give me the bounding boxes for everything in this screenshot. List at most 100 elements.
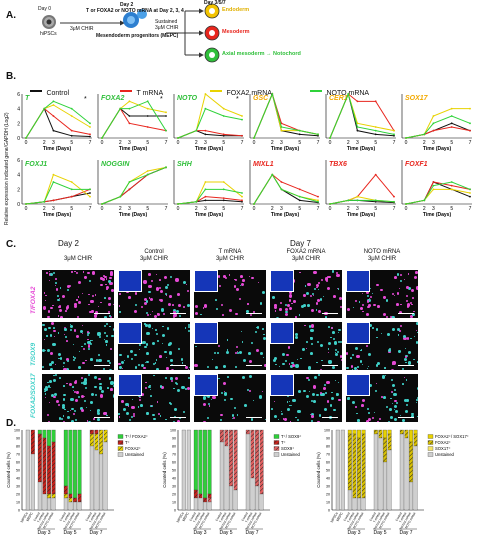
cell-dot: [149, 385, 151, 387]
cell-dot: [288, 306, 292, 310]
cell-dot: [99, 283, 103, 287]
day-label: Day 5: [63, 530, 76, 536]
legend-swatch: [273, 452, 280, 457]
cell-dot: [139, 397, 141, 399]
cell-dot: [273, 415, 277, 419]
cell-dot: [215, 299, 218, 301]
cell-dot: [156, 401, 159, 403]
bar-segment: [229, 485, 233, 511]
cell-dot: [71, 386, 74, 388]
data-point: [128, 181, 131, 183]
cell-dot: [338, 296, 342, 300]
cell-dot: [103, 411, 107, 416]
cell-dot: [382, 396, 386, 400]
data-point: [298, 199, 301, 202]
cell-dot: [246, 389, 249, 392]
cell-dot: [211, 358, 214, 360]
cell-dot: [61, 403, 65, 407]
cell-dot: [44, 396, 47, 399]
cell-dot: [208, 403, 211, 406]
legend-label: FOXA2⁺: [125, 446, 141, 451]
cell-dot: [391, 402, 394, 404]
cell-dot: [286, 401, 289, 404]
cell-dot: [160, 289, 164, 293]
data-point: [356, 199, 359, 202]
cell-dot: [108, 361, 111, 365]
cell-dot: [177, 347, 180, 350]
cell-dot: [188, 366, 190, 368]
cell-dot: [327, 348, 330, 350]
x-tick-label: 0: [329, 140, 332, 146]
bar-segment: [103, 441, 108, 511]
x-axis-label: Time (Days): [43, 146, 72, 152]
cell-dot: [315, 302, 319, 306]
data-point: [222, 115, 225, 117]
x-tick-label: 5: [374, 140, 377, 146]
cell-dot: [368, 297, 371, 300]
column-subtitle: 3μM CHIR: [63, 256, 93, 262]
cell-dot: [87, 271, 90, 275]
cell-dot: [81, 345, 83, 348]
cell-dot: [296, 358, 298, 360]
cell-dot: [125, 402, 129, 407]
x-axis-label: Time (Days): [195, 146, 224, 152]
cell-dot: [241, 376, 245, 380]
cell-dot: [170, 379, 173, 382]
cell-dot: [47, 316, 50, 318]
cell-dot: [227, 376, 230, 379]
cell-dot: [208, 405, 210, 407]
cell-dot: [396, 401, 399, 405]
axial-mesoderm-cell-icon: [204, 47, 220, 63]
cell-dot: [388, 350, 391, 354]
cell-dot: [285, 303, 288, 306]
x-axis-label: Time (Days): [347, 146, 376, 152]
cell-dot: [274, 309, 277, 312]
data-point: [128, 100, 131, 103]
cell-dot: [168, 402, 171, 405]
bar-segment: [219, 429, 224, 443]
cell-dot: [57, 332, 60, 334]
bar-segment: [399, 429, 404, 435]
bar-segment: [361, 429, 366, 435]
cell-dot: [187, 368, 189, 370]
y-tick-label: 90: [326, 437, 330, 441]
bar-segment: [245, 429, 250, 435]
cell-dot: [240, 283, 244, 287]
data-point: [177, 203, 179, 205]
y-tick-label: 20: [326, 493, 330, 497]
cell-dot: [43, 306, 47, 310]
cell-dot: [317, 340, 320, 343]
cell-dot: [59, 377, 61, 379]
data-point: [146, 170, 149, 172]
cell-dot: [63, 368, 67, 370]
data-point: [280, 181, 283, 183]
day-label: Day 5: [373, 530, 386, 536]
data-point: [356, 129, 359, 132]
x-tick-label: 7: [241, 140, 244, 146]
cell-dot: [328, 276, 331, 279]
cell-dot: [406, 303, 411, 307]
cell-dot: [90, 358, 94, 361]
cell-dot: [76, 391, 80, 395]
cell-dot: [231, 414, 235, 417]
cell-dot: [83, 342, 86, 346]
cell-dot: [69, 323, 71, 325]
cell-dot: [90, 339, 92, 341]
cell-dot: [46, 272, 48, 274]
y-tick-label: 20: [16, 493, 20, 497]
cell-dot: [393, 294, 396, 297]
cell-dot: [412, 296, 415, 299]
cell-dot: [157, 412, 160, 416]
cell-dot: [148, 297, 151, 300]
cell-dot: [271, 408, 273, 410]
cell-dot: [249, 374, 253, 378]
cell-dot: [44, 387, 48, 391]
cell-dot: [262, 291, 266, 295]
cell-dot: [295, 416, 297, 418]
data-point: [89, 195, 91, 198]
hipsc-cell-icon: [42, 15, 56, 29]
cell-dot: [278, 418, 280, 420]
cell-dot: [165, 418, 167, 421]
gene-title: TBX6: [329, 161, 347, 168]
bar-segment: [94, 449, 99, 511]
